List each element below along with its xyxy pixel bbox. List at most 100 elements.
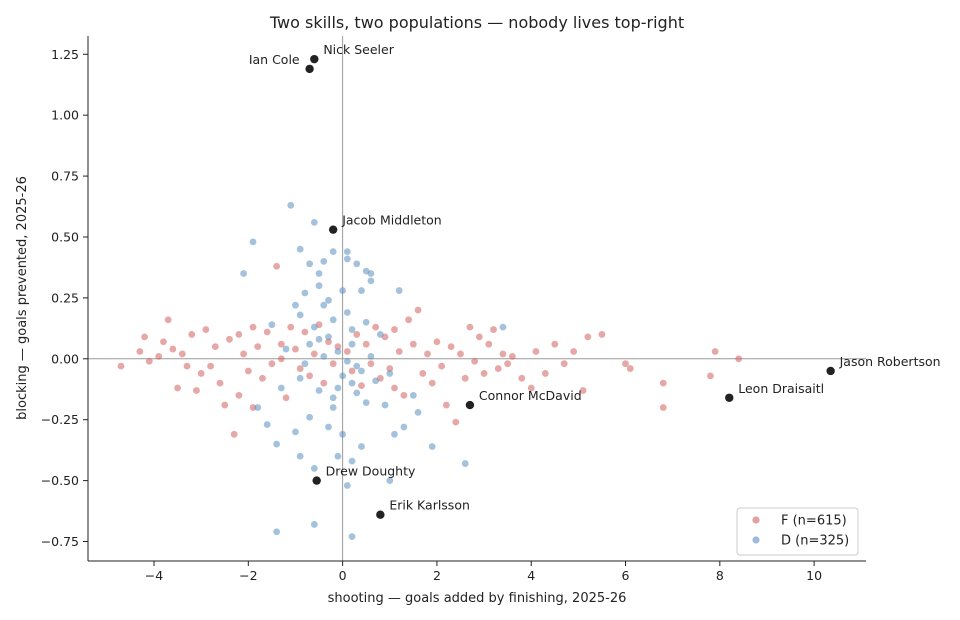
scatter-point — [221, 401, 229, 409]
scatter-point — [367, 352, 375, 360]
scatter-point — [268, 360, 276, 368]
scatter-point — [343, 482, 351, 489]
y-axis-ticks: −0.75 −0.50 −0.25 0.00 0.25 0.50 0.75 1.00 1.25 — [41, 47, 88, 549]
scatter-point — [325, 333, 332, 341]
legend-label-d: D (n=325) — [781, 534, 849, 549]
scatter-point — [334, 384, 342, 392]
scatter-point — [424, 350, 431, 358]
scatter-point — [207, 362, 214, 370]
scatter-point — [381, 401, 389, 409]
scatter-point — [329, 394, 337, 402]
player-annotations: Nick Seeler Ian Cole Jacob Middleton Jason … — [249, 42, 941, 519]
scatter-point — [353, 389, 361, 397]
scatter-point — [296, 365, 304, 372]
scatter-point — [249, 323, 257, 331]
scatter-point — [329, 316, 337, 324]
scatter-point — [372, 323, 380, 331]
scatter-point — [659, 379, 667, 387]
scatter-point — [457, 350, 464, 358]
y-tick-label: −0.50 — [41, 473, 79, 488]
scatter-point — [626, 365, 634, 372]
scatter-point — [551, 340, 559, 348]
scatter-point — [268, 321, 276, 329]
scatter-point — [362, 399, 370, 407]
scatter-point — [343, 309, 351, 316]
player-annotation-label: Leon Draisaitl — [738, 381, 824, 396]
scatter-point — [367, 360, 375, 368]
scatter-point — [461, 374, 469, 382]
scatter-point — [320, 379, 328, 387]
scatter-point — [428, 443, 436, 450]
scatter-point — [358, 382, 365, 389]
highlighted-player-point — [328, 225, 338, 234]
scatter-point — [310, 323, 318, 331]
scatter-point — [249, 404, 257, 411]
y-tick-label: 0.00 — [51, 351, 79, 366]
scatter-point — [249, 238, 257, 246]
scatter-point — [315, 387, 323, 394]
scatter-point — [287, 201, 295, 209]
scatter-point — [301, 289, 309, 297]
scatter-point — [490, 326, 497, 333]
scatter-point — [367, 270, 375, 277]
scatter-point — [570, 348, 578, 355]
scatter-point — [358, 367, 365, 375]
scatter-point — [532, 348, 540, 355]
scatter-point — [329, 404, 337, 411]
x-axis-ticks: −4 −2 0 2 4 6 8 10 — [145, 561, 822, 583]
scatter-point — [320, 257, 328, 265]
scatter-point — [136, 348, 144, 355]
scatter-point — [244, 367, 252, 375]
scatter-point — [622, 360, 629, 368]
player-annotation-label: Jason Robertson — [839, 354, 941, 369]
scatter-point — [235, 391, 243, 399]
scatter-point — [461, 460, 469, 467]
legend-marker-f — [752, 516, 760, 524]
scatter-point — [343, 348, 351, 355]
scatter-point — [141, 333, 148, 341]
scatter-point — [339, 287, 347, 294]
scatter-point — [409, 391, 417, 399]
scatter-point — [391, 384, 398, 392]
scatter-point — [707, 372, 714, 380]
scatter-point — [362, 340, 370, 348]
scatter-point — [485, 340, 493, 348]
x-axis-label: shooting — goals added by finishing, 202… — [328, 591, 627, 606]
scatter-point — [240, 270, 248, 277]
scatter-point — [211, 343, 219, 351]
scatter-point — [277, 340, 285, 348]
scatter-point — [230, 430, 238, 438]
scatter-point — [310, 465, 318, 472]
scatter-point — [277, 355, 285, 363]
series-defense — [240, 201, 507, 541]
x-tick-label: 4 — [527, 568, 535, 583]
player-annotation-label: Drew Doughty — [326, 464, 416, 479]
scatter-point — [310, 350, 318, 358]
scatter-point — [391, 326, 398, 333]
scatter-point — [306, 413, 314, 421]
scatter-point — [362, 318, 370, 326]
scatter-point — [442, 401, 450, 409]
x-tick-label: 6 — [622, 568, 630, 583]
chart-title: Two skills, two populations — nobody liv… — [269, 13, 684, 32]
scatter-point — [358, 443, 365, 450]
y-axis-label: blocking — goals prevented, 2025-26 — [15, 176, 30, 420]
scatter-point — [433, 338, 441, 346]
scatter-point — [178, 350, 186, 358]
y-tick-label: 0.75 — [51, 169, 79, 184]
scatter-point — [372, 377, 380, 385]
x-tick-label: 10 — [806, 568, 822, 583]
scatter-point — [325, 296, 332, 304]
scatter-point — [343, 248, 351, 256]
scatter-point — [494, 365, 502, 372]
player-annotation-label: Nick Seeler — [323, 42, 394, 57]
scatter-point — [292, 301, 299, 309]
scatter-point — [428, 379, 436, 387]
player-annotation-label: Jacob Middleton — [341, 213, 442, 228]
scatter-point — [240, 350, 248, 358]
scatter-point — [296, 374, 304, 382]
highlighted-player-point — [376, 510, 385, 519]
scatter-point — [169, 345, 177, 353]
scatter-point — [348, 533, 356, 541]
